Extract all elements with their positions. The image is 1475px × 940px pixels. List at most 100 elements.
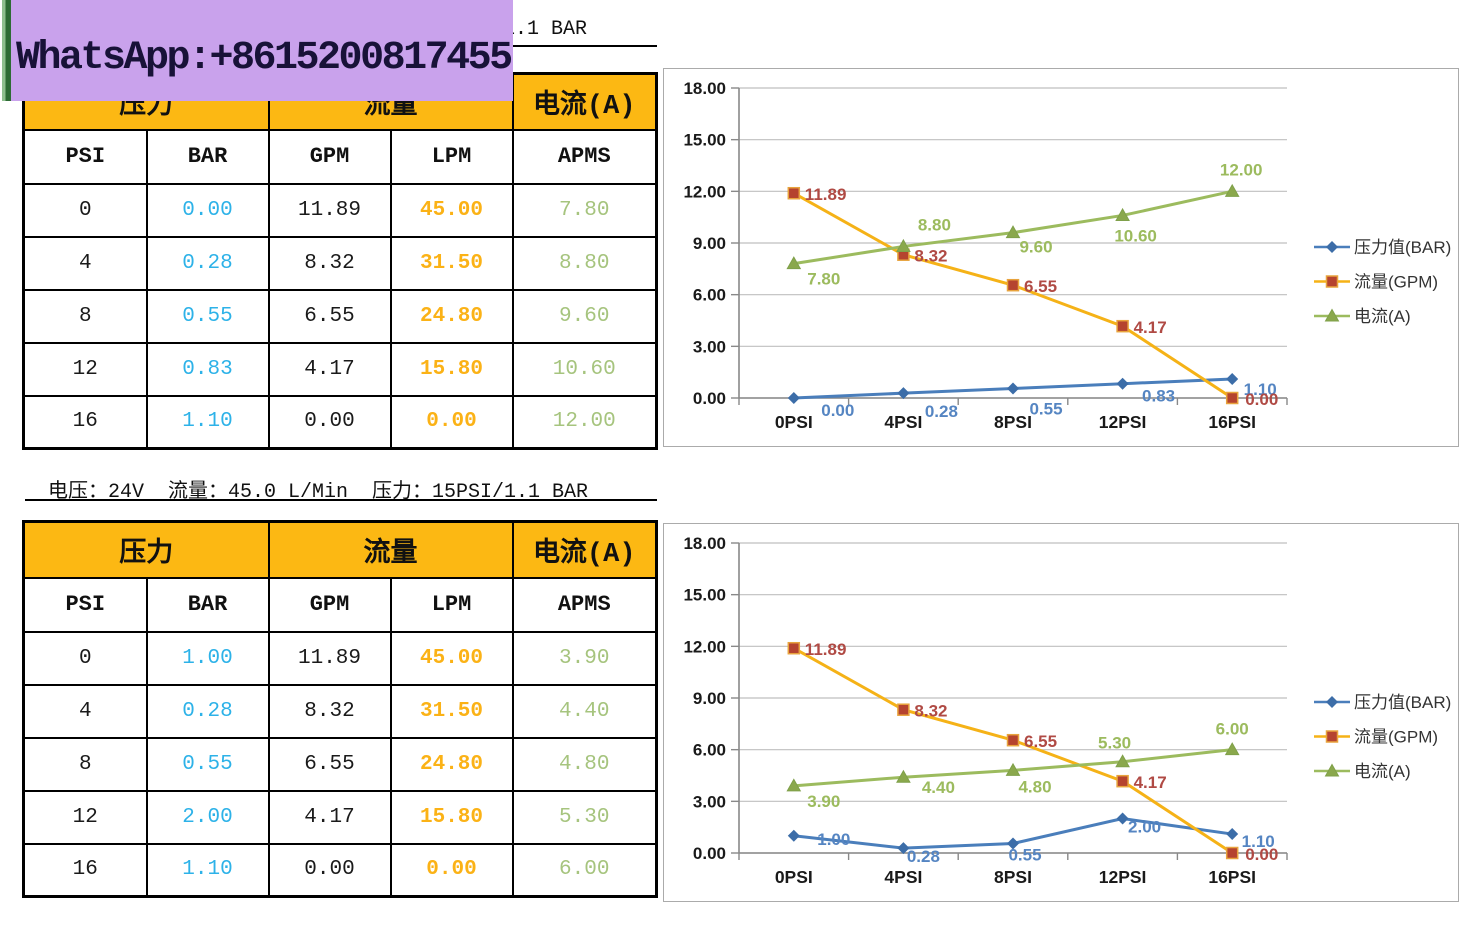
data-label: 11.89 (805, 185, 847, 204)
data-cell: 0.00 (389, 842, 514, 898)
data-cell: 6.55 (267, 736, 392, 792)
data-cell: 0.00 (145, 182, 270, 238)
square-marker-icon (787, 641, 801, 655)
data-label: 5.30 (1098, 734, 1131, 753)
diamond-marker-icon (1226, 828, 1239, 841)
data-label: 10.60 (1114, 226, 1157, 245)
diamond-marker-icon (787, 829, 800, 842)
data-cell: 12.00 (511, 394, 658, 450)
data-cell: 4.80 (511, 736, 658, 792)
square-marker-icon (1325, 730, 1339, 743)
data-label: 6.55 (1024, 732, 1057, 751)
pump-curve-chart-2: 0.00 3.00 6.00 9.00 12.00 15.00 18.00 0PSI 4PSI 8… (663, 523, 1459, 902)
data-label: 8.32 (914, 247, 947, 266)
series-line (793, 646, 1234, 855)
triangle-marker-icon (1115, 207, 1130, 221)
diamond-marker-icon (1007, 837, 1019, 850)
data-cell: 0.55 (145, 736, 270, 792)
pump-curve-chart-2-svg: 0.00 3.00 6.00 9.00 12.00 15.00 18.00 0PSI 4PSI 8… (683, 534, 1451, 887)
data-cell: 6.00 (511, 842, 658, 898)
square-marker-icon (1116, 774, 1129, 788)
data-label: 3.90 (807, 792, 840, 811)
legend-label: 流量(GPM) (1354, 273, 1438, 292)
legend-label: 电流(A) (1354, 307, 1411, 326)
legend-label: 压力值(BAR) (1354, 238, 1451, 257)
data-cell: 0.00 (267, 842, 392, 898)
data-cell: 8.32 (267, 683, 392, 739)
data-cell: 12 (22, 341, 148, 397)
y-axis-label: 18.00 (683, 79, 726, 98)
column-header-cell: GPM (267, 128, 392, 185)
column-header-cell: BAR (145, 128, 270, 185)
data-cell: 0.28 (145, 683, 270, 739)
column-header-row: PSI BAR GPM LPM APMS (22, 128, 658, 185)
diamond-marker-icon (897, 842, 910, 855)
x-axis-label: 8PSI (994, 412, 1032, 432)
triangle-marker-icon (1115, 754, 1130, 768)
data-label: 11.89 (805, 640, 847, 659)
data-label: 4.17 (1134, 318, 1167, 337)
x-axis-label: 8PSI (994, 867, 1032, 887)
y-axis-label: 9.00 (693, 234, 726, 253)
data-cell: 12 (22, 789, 148, 845)
square-marker-icon (897, 703, 910, 716)
column-header-cell: PSI (22, 128, 148, 185)
top-caption-fragment: 1.1 BAR (503, 18, 588, 41)
data-cell: 16 (22, 394, 148, 450)
data-cell: 45.00 (389, 630, 514, 686)
data-cell: 5.30 (511, 789, 658, 845)
column-header-row: PSI BAR GPM LPM APMS (22, 576, 658, 633)
data-label: 9.60 (1019, 238, 1052, 257)
y-axis-label: 0.00 (693, 844, 726, 863)
data-label: 8.80 (918, 215, 951, 234)
data-label: 0.00 (1245, 845, 1278, 864)
data-cell: 0.00 (267, 394, 392, 450)
y-axis-label: 6.00 (693, 286, 726, 305)
column-header-cell: APMS (511, 576, 658, 633)
y-axis-label: 15.00 (683, 131, 726, 150)
diamond-marker-icon (1226, 373, 1239, 386)
spec-caption: 电压：24V 流量：45.0 L/Min 压力：15PSI/1.1 BAR (48, 481, 589, 504)
x-axis-label: 0PSI (775, 412, 813, 432)
legend-label: 流量(GPM) (1354, 728, 1438, 747)
table-row: 16 1.10 0.00 0.00 12.00 (22, 394, 658, 450)
square-marker-icon (1116, 319, 1129, 333)
y-axis-label: 9.00 (693, 689, 726, 708)
column-header-cell: LPM (389, 128, 514, 185)
x-axis-label: 16PSI (1208, 867, 1256, 887)
group-header-row: 压力 流量 电流(A) (22, 520, 658, 579)
data-cell: 3.90 (511, 630, 658, 686)
data-label: 6.00 (1216, 720, 1249, 739)
triangle-marker-icon (896, 238, 911, 252)
legend-label: 电流(A) (1354, 762, 1411, 781)
data-label: 7.80 (807, 270, 840, 289)
pump-table-2: 压力 流量 电流(A) PSI BAR GPM LPM APMS 0 1.00 11.89 45.00… (22, 520, 658, 898)
table-row: 8 0.55 6.55 24.80 9.60 (22, 288, 658, 344)
top-caption-underline (512, 45, 657, 47)
data-label: 1.00 (817, 830, 850, 849)
data-cell: 45.00 (389, 182, 514, 238)
column-header-cell: BAR (145, 576, 270, 633)
square-marker-icon (1225, 391, 1239, 405)
legend-label: 压力值(BAR) (1354, 693, 1451, 712)
pump-table-1: 压力 流量 电流(A) PSI BAR GPM LPM APMS 0 0.00 11.89 45.00… (22, 72, 658, 450)
data-label: 12.00 (1220, 160, 1263, 179)
data-label: 2.00 (1128, 818, 1161, 837)
data-label: 0.83 (1142, 387, 1175, 406)
x-axis-label: 4PSI (884, 867, 922, 887)
data-cell: 0.83 (145, 341, 270, 397)
diamond-marker-icon (1326, 696, 1338, 708)
diamond-marker-icon (1116, 377, 1129, 390)
data-cell: 6.55 (267, 288, 392, 344)
group-header-cell: 电流(A) (511, 72, 658, 131)
data-cell: 0.55 (145, 288, 270, 344)
table-row: 4 0.28 8.32 31.50 8.80 (22, 235, 658, 291)
data-cell: 4 (22, 235, 148, 291)
table-row: 4 0.28 8.32 31.50 4.40 (22, 683, 658, 739)
group-header-cell: 流量 (267, 520, 514, 579)
column-header-cell: PSI (22, 576, 148, 633)
triangle-marker-icon (1224, 742, 1240, 756)
triangle-marker-icon (1005, 225, 1021, 239)
data-cell: 0 (22, 182, 148, 238)
